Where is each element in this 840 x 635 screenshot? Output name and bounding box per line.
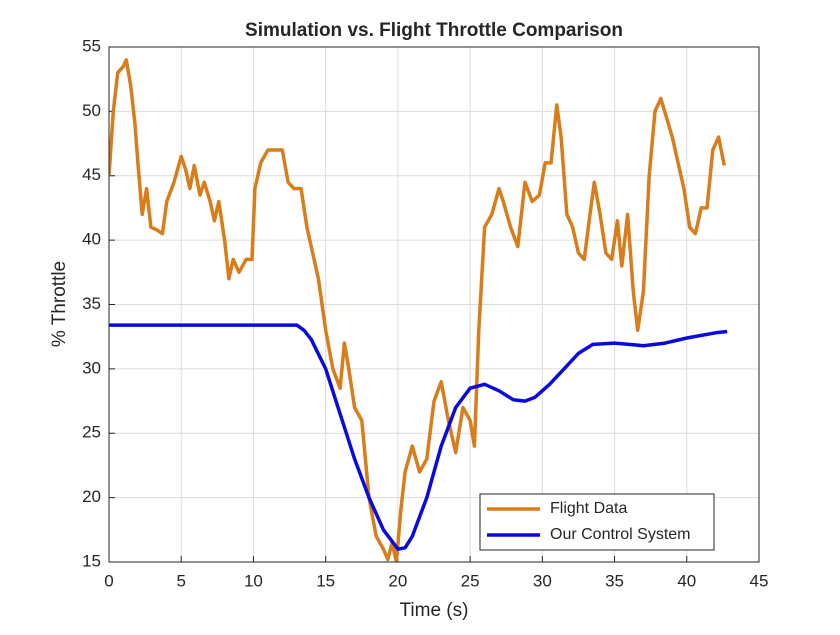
x-tick-label: 45 xyxy=(750,571,769,590)
x-tick-label: 15 xyxy=(316,571,335,590)
plot-frame xyxy=(108,46,760,563)
y-axis-label: % Throttle xyxy=(49,261,70,347)
y-tick-label: 50 xyxy=(82,101,101,120)
x-tick-label: 10 xyxy=(244,571,263,590)
y-tick-label: 25 xyxy=(82,423,101,442)
y-tick-label: 15 xyxy=(82,551,101,570)
legend-label: Our Control System xyxy=(550,526,690,543)
x-tick-label: 35 xyxy=(605,571,624,590)
y-tick-label: 30 xyxy=(82,358,101,377)
x-tick-label: 20 xyxy=(388,571,407,590)
data-line xyxy=(109,323,728,551)
x-tick-label: 25 xyxy=(461,571,480,590)
data-line xyxy=(109,58,727,562)
y-tick-label: 45 xyxy=(82,165,101,184)
y-tick-label: 40 xyxy=(82,230,101,249)
chart-title: Simulation vs. Flight Throttle Compariso… xyxy=(245,20,623,41)
x-tick-label: 30 xyxy=(533,571,552,590)
y-tick-label: 35 xyxy=(82,294,101,313)
x-tick-label: 40 xyxy=(677,571,696,590)
legend-box xyxy=(479,493,715,551)
legend-label: Flight Data xyxy=(550,500,627,517)
y-tick-label: 55 xyxy=(82,36,101,55)
x-tick-label: 0 xyxy=(104,571,113,590)
x-axis-label: Time (s) xyxy=(400,600,469,621)
y-tick-label: 20 xyxy=(82,487,101,506)
x-tick-label: 5 xyxy=(176,571,185,590)
